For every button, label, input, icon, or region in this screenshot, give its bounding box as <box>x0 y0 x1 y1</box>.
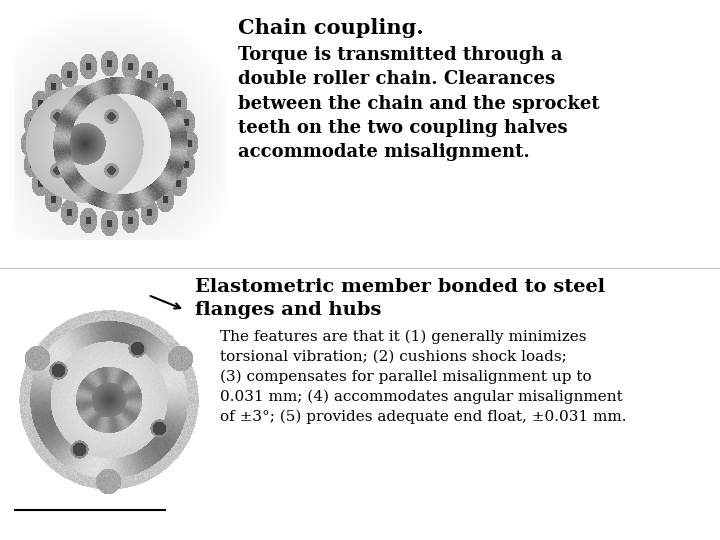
Text: Elastometric member bonded to steel
flanges and hubs: Elastometric member bonded to steel flan… <box>195 278 605 319</box>
Text: Torque is transmitted through a
double roller chain. Clearances
between the chai: Torque is transmitted through a double r… <box>238 46 600 161</box>
Text: The features are that it (1) generally minimizes
torsional vibration; (2) cushio: The features are that it (1) generally m… <box>220 330 626 424</box>
Text: Chain coupling.: Chain coupling. <box>238 18 423 38</box>
